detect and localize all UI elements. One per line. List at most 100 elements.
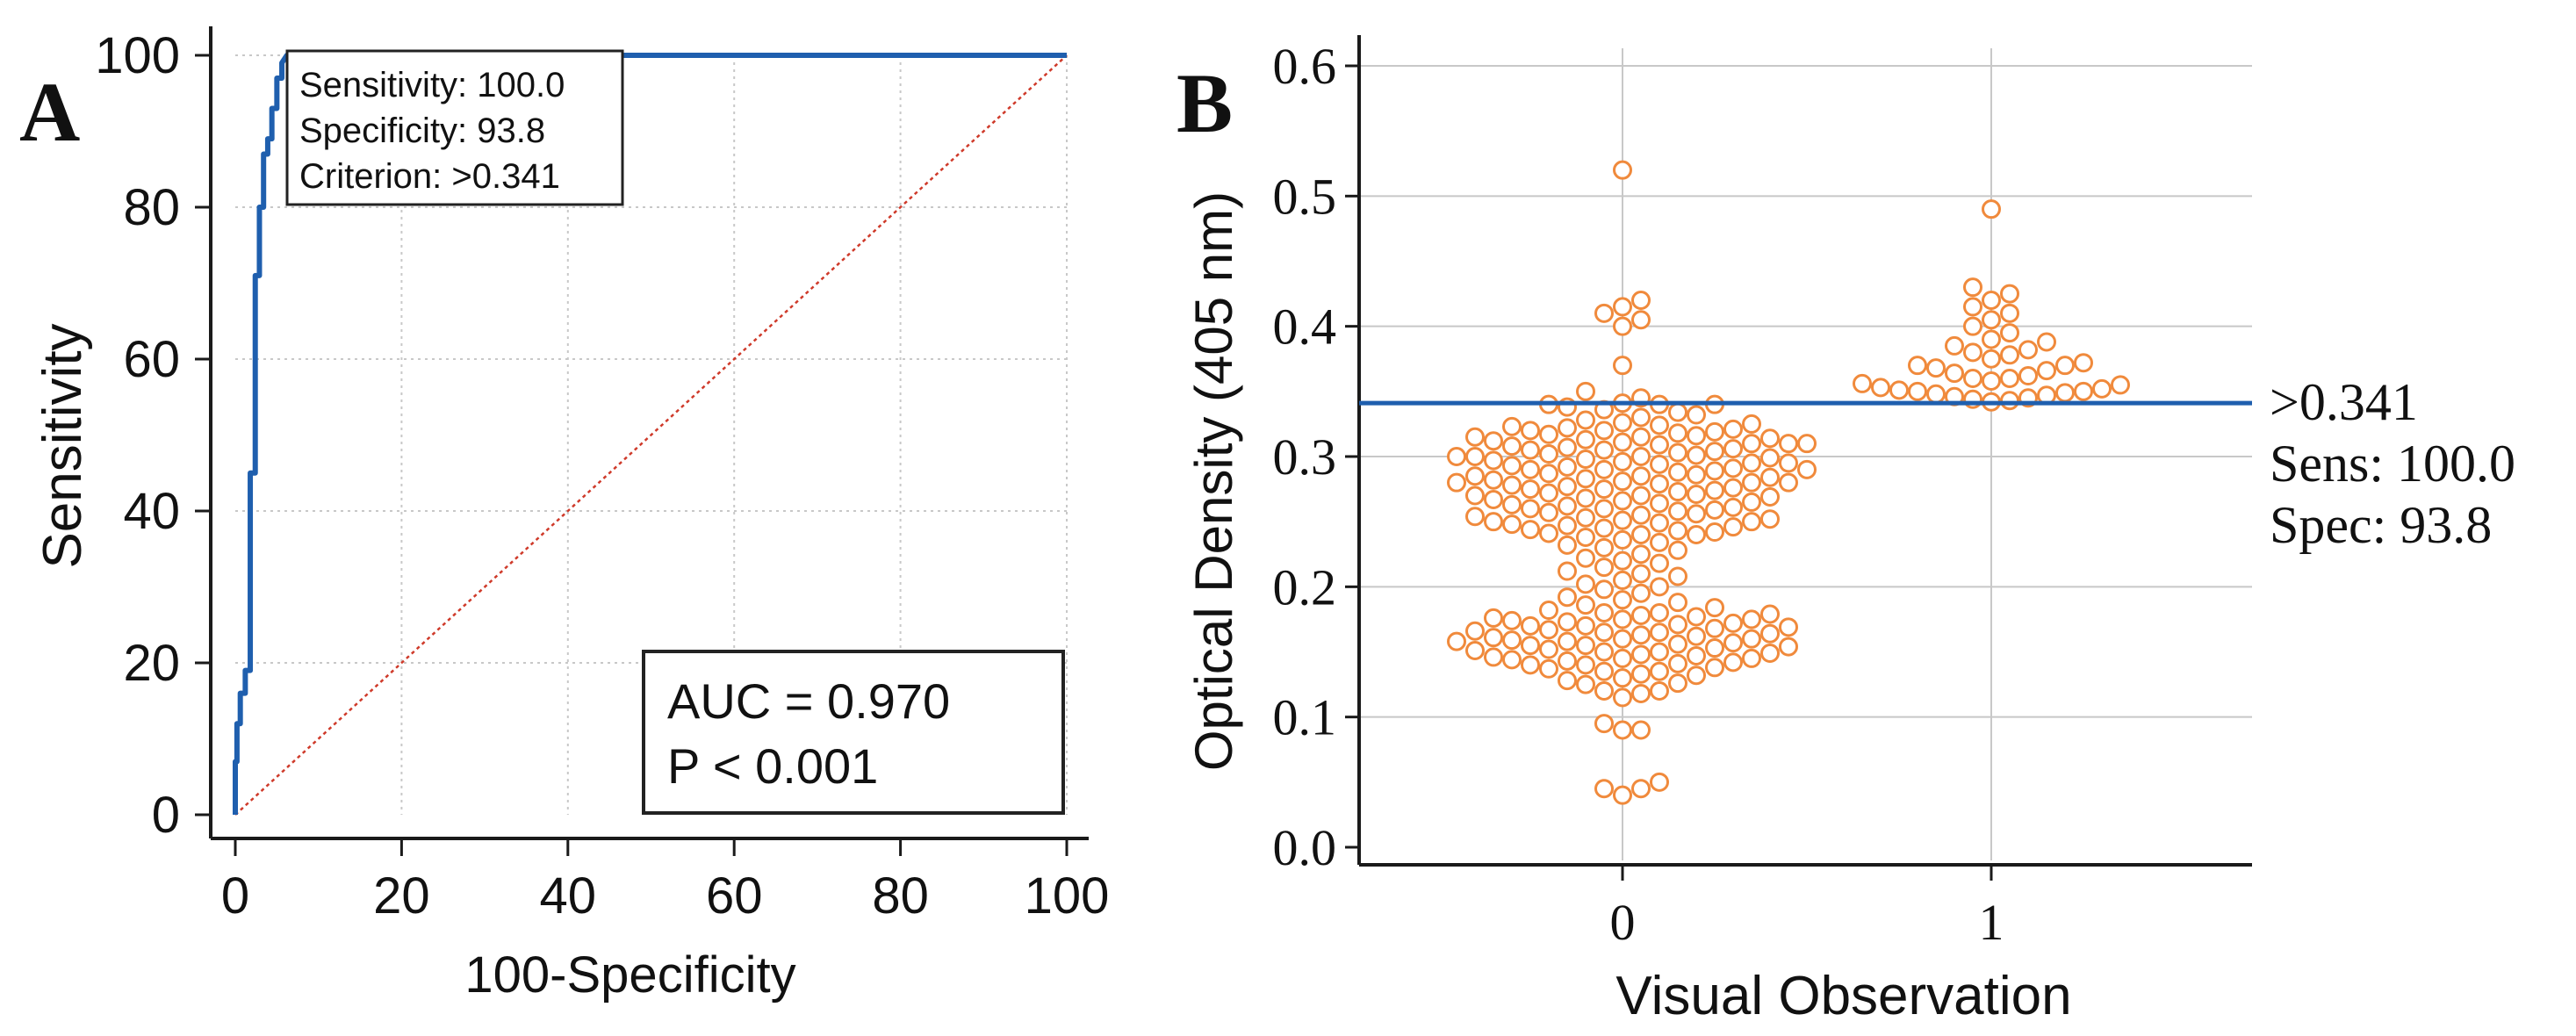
data-point <box>1668 634 1687 654</box>
data-point <box>1668 482 1687 502</box>
data-point <box>1521 459 1540 479</box>
data-point <box>2092 378 2112 399</box>
data-point <box>2037 332 2056 352</box>
data-point <box>1558 457 1577 477</box>
data-point <box>1521 615 1540 636</box>
data-point <box>1742 648 1761 668</box>
data-point <box>1558 496 1577 516</box>
data-point <box>1631 427 1651 447</box>
data-point <box>1447 472 1466 493</box>
data-point <box>1631 583 1651 603</box>
y-tick-label: 80 <box>123 179 180 236</box>
data-point <box>1742 512 1761 532</box>
data-point <box>1760 623 1780 644</box>
data-point <box>1963 297 1982 317</box>
data-point <box>1889 380 1909 400</box>
data-point <box>1484 608 1503 628</box>
data-point <box>1963 316 1982 336</box>
data-point <box>1631 779 1651 799</box>
data-point <box>1521 421 1540 441</box>
data-point <box>2111 375 2130 395</box>
data-point <box>1484 628 1503 648</box>
data-point <box>1521 440 1540 460</box>
panel-a-criterion-annotation: Sensitivity: 100.0 Specificity: 93.8 Cri… <box>285 49 624 206</box>
annotation-sensitivity: Sensitivity: 100.0 <box>299 66 565 104</box>
data-point <box>1650 603 1669 622</box>
data-point <box>1705 500 1724 520</box>
data-point <box>1613 297 1632 317</box>
data-point <box>1742 414 1761 434</box>
data-point <box>1631 407 1651 428</box>
data-point <box>1576 488 1595 508</box>
data-point <box>1521 520 1540 540</box>
data-point <box>1705 598 1724 618</box>
data-point <box>1558 477 1577 497</box>
data-point <box>1558 671 1577 691</box>
data-point <box>2000 303 2019 323</box>
data-point <box>2055 383 2075 403</box>
data-point <box>1613 529 1632 550</box>
data-point <box>1705 522 1724 543</box>
data-point <box>1687 405 1706 425</box>
data-point <box>1650 454 1669 474</box>
data-point <box>1631 605 1651 625</box>
y-tick-label: 60 <box>123 331 180 388</box>
data-point <box>1484 489 1503 509</box>
data-point <box>1631 447 1651 466</box>
data-point <box>1687 504 1706 524</box>
data-point <box>1465 427 1485 447</box>
x-tick-label: 20 <box>373 867 430 924</box>
data-point <box>1576 469 1595 489</box>
data-point <box>1539 639 1558 659</box>
data-point <box>2000 391 2019 411</box>
data-point <box>1558 515 1577 536</box>
data-point <box>1558 418 1577 438</box>
data-point <box>1594 558 1614 578</box>
stats-auc: AUC = 0.970 <box>667 673 950 729</box>
data-point <box>1650 435 1669 455</box>
data-point <box>1465 486 1485 506</box>
data-point <box>1484 450 1503 471</box>
data-point <box>1465 621 1485 641</box>
data-point <box>1650 642 1669 662</box>
data-point <box>1742 492 1761 512</box>
data-point <box>1613 609 1632 630</box>
data-point <box>1705 421 1724 442</box>
data-point <box>1797 459 1817 479</box>
data-point <box>2074 353 2093 373</box>
data-point <box>1723 613 1743 633</box>
data-point <box>1779 472 1798 493</box>
data-point <box>1760 509 1780 529</box>
data-point <box>1631 291 1651 310</box>
data-point <box>1521 655 1540 675</box>
data-point <box>1668 653 1687 673</box>
stats-box <box>642 650 1065 815</box>
data-point <box>1650 661 1669 681</box>
data-point <box>1539 601 1558 621</box>
panel-b-y-tick-labels: 0.0 0.1 0.2 0.3 0.4 0.5 0.6 <box>1273 38 1337 876</box>
data-point <box>1594 579 1614 600</box>
y-tick-label: 0.3 <box>1273 428 1337 486</box>
data-point <box>1576 615 1595 636</box>
data-point <box>1594 537 1614 558</box>
data-point <box>2037 361 2056 381</box>
data-point <box>1742 434 1761 454</box>
data-point <box>1650 681 1669 701</box>
data-point <box>1631 525 1651 544</box>
data-point <box>1539 523 1558 543</box>
data-point <box>1521 499 1540 519</box>
data-point <box>1502 416 1522 436</box>
data-point <box>1613 432 1632 452</box>
data-point <box>1760 604 1780 624</box>
data-point <box>1687 426 1706 446</box>
y-tick-label: 0.1 <box>1273 689 1337 746</box>
data-point <box>1779 617 1798 637</box>
data-point <box>1705 618 1724 638</box>
data-point <box>1742 609 1761 630</box>
data-point <box>1631 664 1651 684</box>
data-point <box>2000 284 2019 304</box>
x-tick-label: 100 <box>1025 867 1110 924</box>
data-point <box>1558 437 1577 457</box>
